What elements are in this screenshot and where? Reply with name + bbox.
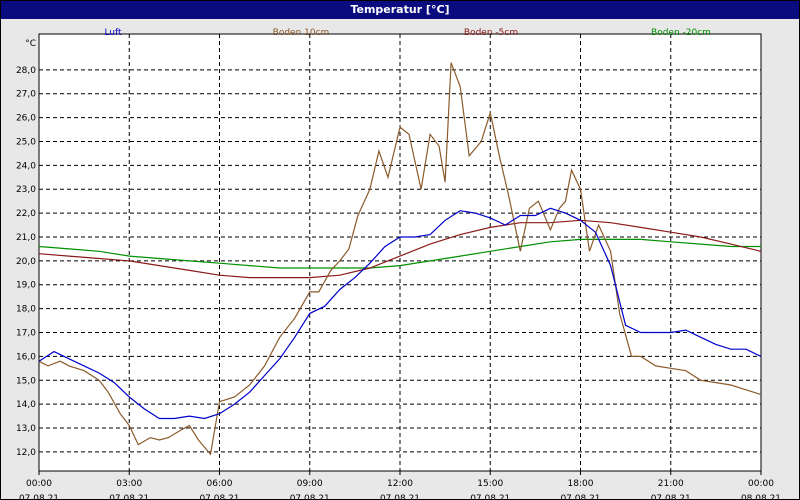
series-line: [38, 207, 762, 420]
x-tick-time: 09:00: [297, 479, 323, 489]
x-tick-date: 07.08.21: [109, 494, 149, 499]
y-tick-label: 17,0: [16, 328, 36, 338]
y-tick-label: 13,0: [16, 424, 36, 434]
legend: Luft Boden 10cm Boden -5cm Boden -20cm: [104, 28, 711, 38]
legend-entry: Boden -5cm: [464, 28, 518, 38]
y-tick-label: 16,0: [16, 352, 36, 362]
x-tick-date: 07.08.21: [19, 494, 59, 499]
y-tick-label: 15,0: [16, 376, 36, 386]
x-tick-time: 18:00: [568, 479, 594, 489]
x-axis: 00:00 07.08.21 03:00 07.08.21 06:00 07.08.21 0…: [19, 471, 781, 499]
x-tick-date: 07.08.21: [651, 494, 691, 499]
x-tick-time: 00:00: [26, 479, 52, 489]
series-lines: [38, 62, 762, 456]
grid-lines: [39, 34, 761, 471]
y-tick-label: 21,0: [16, 233, 36, 243]
series-line: [38, 62, 762, 456]
x-tick-date: 08.08.21: [741, 494, 781, 499]
x-tick-date: 07.08.21: [290, 494, 330, 499]
y-tick-label: 26,0: [16, 114, 36, 124]
y-tick-label: 22,0: [16, 209, 36, 219]
y-tick-label: 20,0: [16, 257, 36, 267]
y-tick-label: 19,0: [16, 281, 36, 291]
x-tick-date: 07.08.21: [470, 494, 510, 499]
y-tick-label: 27,0: [16, 90, 36, 100]
y-axis: 12,0 13,0 14,0 15,0 16,0 17,0 18,0 19,0 20,0 21,0…: [16, 39, 36, 458]
y-tick-label: 28,0: [16, 66, 36, 76]
y-tick-label: 14,0: [16, 400, 36, 410]
x-tick-date: 07.08.21: [380, 494, 420, 499]
x-tick-date: 07.08.21: [560, 494, 600, 499]
x-tick-date: 07.08.21: [199, 494, 239, 499]
x-tick-time: 00:00: [748, 479, 774, 489]
series-line: [38, 238, 761, 269]
x-tick-time: 03:00: [116, 479, 142, 489]
x-tick-time: 12:00: [387, 479, 413, 489]
legend-entry: Boden 10cm: [273, 28, 330, 38]
legend-entry: Boden -20cm: [651, 28, 711, 38]
y-tick-label: 23,0: [16, 185, 36, 195]
series-line: [38, 219, 762, 279]
y-tick-label: 25,0: [16, 137, 36, 147]
y-axis-unit: °C: [25, 39, 36, 49]
x-tick-time: 06:00: [207, 479, 233, 489]
y-tick-label: 18,0: [16, 305, 36, 315]
legend-entry: Luft: [104, 28, 122, 38]
x-tick-time: 15:00: [477, 479, 503, 489]
window-title: Temperatur [°C]: [1, 1, 799, 19]
temperature-chart: 12,0 13,0 14,0 15,0 16,0 17,0 18,0 19,0 20,0 21,0…: [16, 28, 781, 499]
x-tick-time: 21:00: [658, 479, 684, 489]
y-tick-label: 12,0: [16, 448, 36, 458]
y-tick-label: 24,0: [16, 161, 36, 171]
